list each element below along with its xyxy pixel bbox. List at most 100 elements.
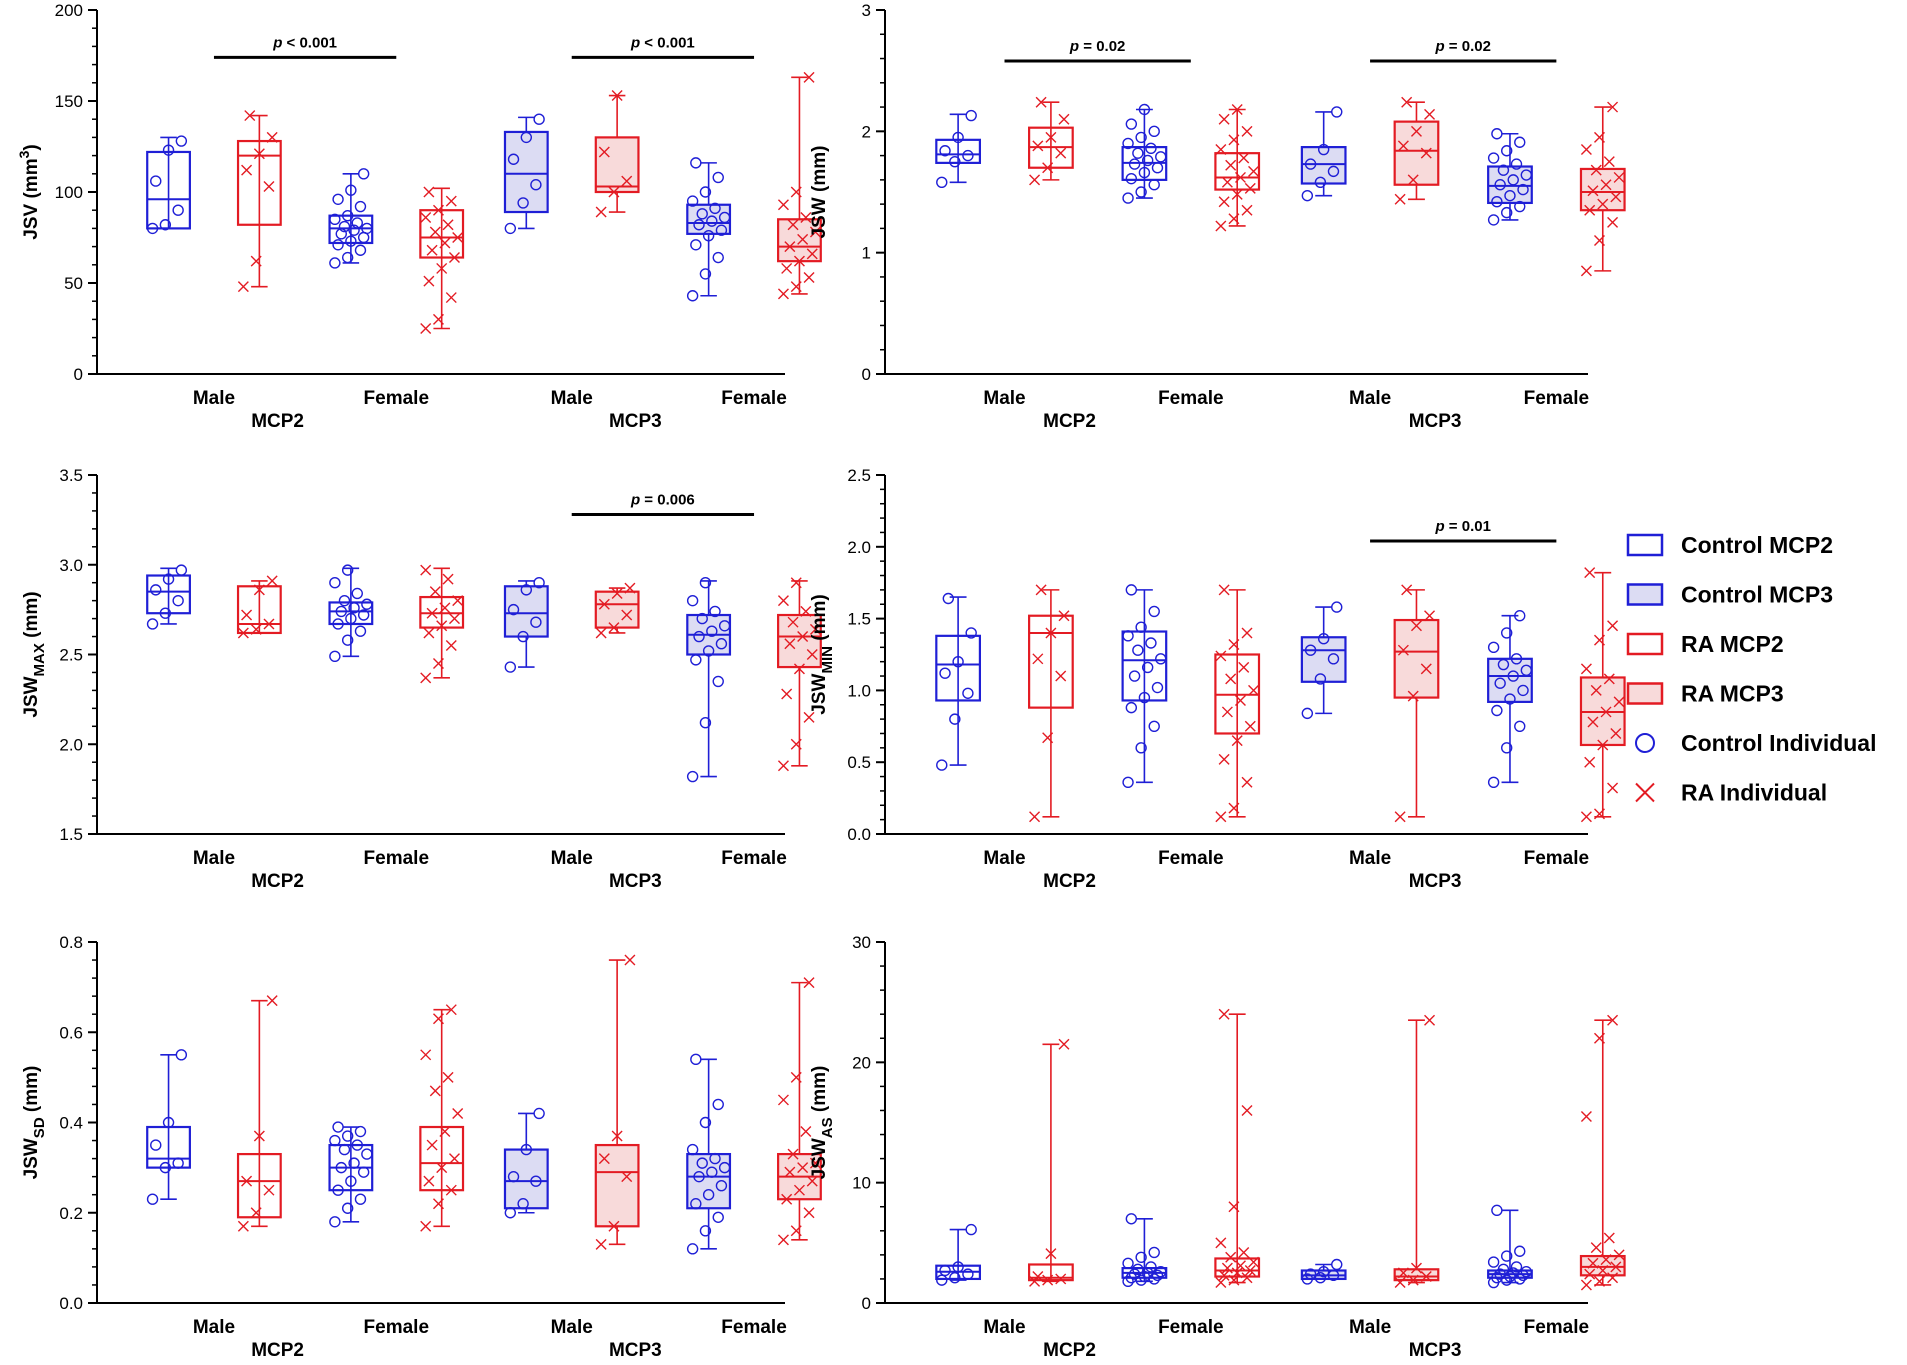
y-axis-title: JSWAS (mm) [809, 1066, 836, 1180]
ra-point [1215, 1277, 1227, 1289]
control-point [949, 713, 961, 725]
control-point [1491, 128, 1503, 140]
ra-point [1580, 663, 1592, 675]
ra-point [611, 1130, 623, 1142]
ra-point [1221, 176, 1233, 188]
x-category-label: Male [551, 848, 593, 869]
control-point [952, 131, 964, 144]
ra-point [1228, 213, 1240, 225]
control-point [351, 217, 363, 229]
ra-point [1241, 125, 1253, 137]
ra-point [1228, 1274, 1240, 1286]
ra-point [800, 211, 812, 223]
ra-point [803, 71, 815, 83]
ra-point [1607, 1014, 1619, 1026]
control-point [533, 113, 545, 125]
iqr-box [935, 634, 982, 702]
ra-point [1234, 694, 1246, 706]
ra-point [448, 1153, 460, 1165]
ra-point [777, 1234, 789, 1246]
ra-point [445, 195, 457, 207]
control-point [1317, 633, 1330, 645]
ra-point [803, 272, 815, 284]
ra-point [1221, 706, 1233, 718]
significance-label: p = 0.02 [1434, 38, 1490, 55]
iqr-box [686, 203, 732, 235]
iqr-box [935, 138, 982, 164]
iqr-box [777, 613, 822, 669]
control-point [1141, 154, 1154, 167]
legend-label: Control Individual [1681, 730, 1877, 756]
ra-point [1244, 720, 1256, 732]
control-point [341, 564, 354, 576]
ra-point [809, 623, 821, 635]
control-point [709, 1152, 721, 1165]
x-category-label: Female [1158, 848, 1223, 869]
ra-point [1580, 1279, 1592, 1291]
y-tick-label: 0.0 [59, 1294, 83, 1313]
ra-point [598, 598, 610, 610]
ra-point [241, 609, 253, 621]
control-point [1151, 162, 1164, 174]
control-point [159, 1161, 172, 1174]
control-point [702, 1188, 715, 1201]
control-point [712, 171, 724, 184]
y-axis-title: JSWMIN (mm) [809, 594, 836, 714]
control-point [357, 609, 370, 621]
control-point [690, 1198, 702, 1210]
ra-point [439, 1126, 451, 1138]
x-category-label: Female [1158, 388, 1223, 409]
control-point [1132, 147, 1144, 159]
control-point [341, 634, 354, 646]
ra-point [250, 255, 262, 267]
control-point [1497, 164, 1510, 176]
control-point [341, 209, 354, 222]
ra-point [1401, 584, 1413, 596]
control-point [1500, 627, 1513, 639]
control-point [159, 219, 172, 231]
control-point [1520, 664, 1533, 676]
y-tick-label: 2.5 [847, 466, 871, 485]
control-point [1514, 720, 1526, 732]
control-point [1125, 1213, 1138, 1225]
ra-point [1593, 131, 1605, 143]
legend: Control MCP2 Control MCP3 RA MCP2 RA MCP3 Co… [1626, 532, 1877, 806]
control-point [1125, 584, 1138, 596]
box-ra-mcp3-male [594, 954, 640, 1250]
chart-panel-3: 1.5 2.0 2.5 3.0 3.5 Male Female Male Female MCP2 M… [21, 466, 822, 892]
ra-point [777, 199, 789, 211]
ra-point [1241, 1272, 1253, 1284]
box-ra-mcp2-male [1028, 96, 1074, 186]
box-ra-mcp2-female [1214, 103, 1261, 232]
control-point [718, 620, 731, 632]
control-point [345, 235, 357, 247]
ra-point [423, 1175, 435, 1187]
control-point [533, 577, 545, 589]
control-point [332, 1184, 344, 1196]
control-point [172, 1157, 184, 1169]
ra-point [1215, 1237, 1227, 1249]
control-point [361, 598, 373, 610]
control-point [504, 222, 517, 235]
x-category-label: Male [1349, 1317, 1391, 1338]
ra-point [266, 995, 278, 1007]
y-axis-title-sub: MIN [819, 646, 836, 674]
x-category-label: Female [364, 1317, 429, 1338]
control-point [1125, 118, 1138, 130]
box-ra-mcp3-male [1393, 584, 1440, 823]
box-control-mcp3-male [503, 577, 549, 673]
x-group-label: MCP2 [251, 1340, 304, 1361]
y-axis-title-main: JSW [21, 1138, 42, 1179]
control-point [150, 1139, 162, 1151]
control-point [354, 625, 367, 637]
control-point [1128, 670, 1141, 682]
ra-point [1045, 627, 1057, 639]
y-tick-label: 2.0 [59, 735, 83, 754]
ra-point [1218, 113, 1230, 125]
ra-point [1593, 1275, 1605, 1287]
control-point [520, 1143, 533, 1156]
control-point [530, 179, 542, 191]
x-category-label: Male [983, 388, 1025, 409]
x-category-label: Male [193, 1317, 235, 1338]
ra-point [1607, 101, 1619, 113]
